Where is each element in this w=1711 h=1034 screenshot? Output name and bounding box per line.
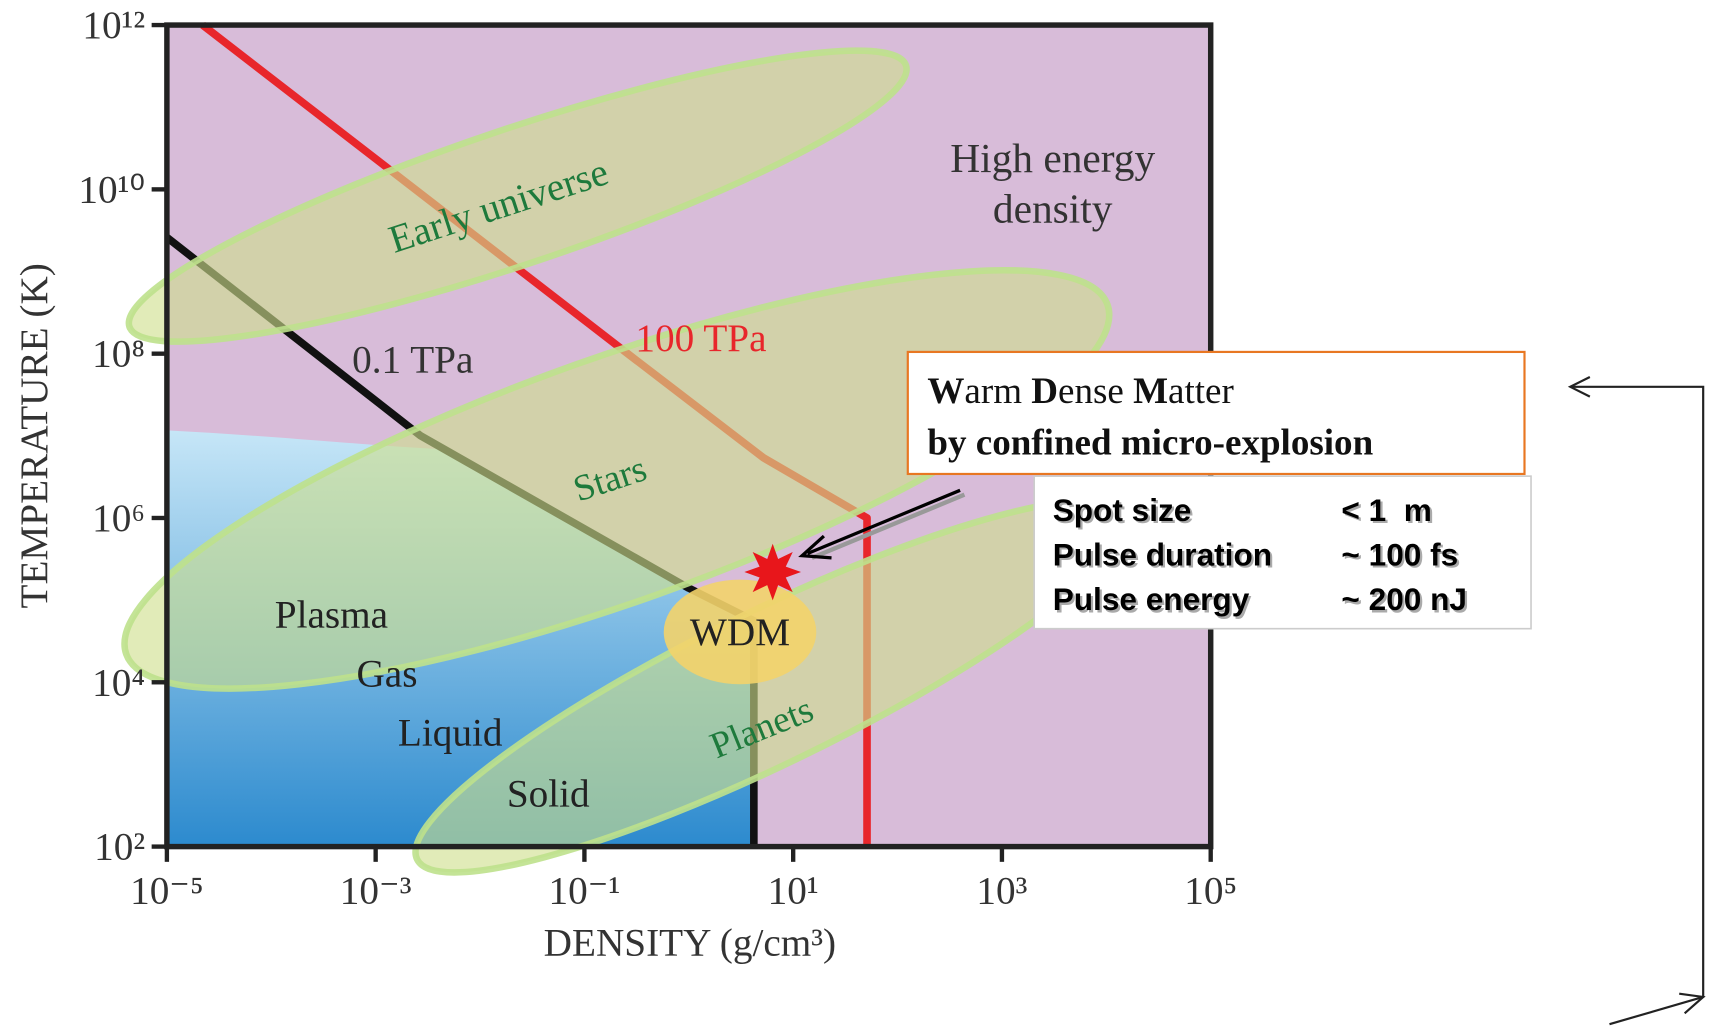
spec-cell: ~ 100 fs [1341,536,1458,572]
region-label: Plasma [275,594,388,637]
corner-label: density [993,185,1113,231]
spec-cell: Pulse energy [1053,581,1250,617]
y-tick-label: 10⁴ [92,661,145,704]
spec-cell: Spot size [1053,492,1192,528]
x-tick-label: 10⁵ [1184,869,1237,912]
region-label: Liquid [398,711,503,754]
y-tick-label: 10¹⁰ [78,168,145,211]
callout-line: Warm Dense Matter [927,371,1233,412]
callout-segment: arm [964,371,1031,412]
spec-cell: < 1 m [1341,492,1431,528]
region-label: Solid [507,772,590,815]
series-label: 0.1 TPa [352,339,473,382]
chart: 10⁻⁵ 10⁻³ 10⁻¹ 10¹ 10³ 10⁵ 10² 10⁴ 10⁶ 10⁸ 10¹⁰ 10¹… [0,0,1711,1034]
callout-line: by confined micro-explosion [927,422,1373,463]
region-label: Gas [356,652,417,695]
callout-segment: W [927,371,964,412]
spec-cell: Pulse duration [1053,536,1272,572]
side-arrow [1570,377,1703,1024]
callout-segment: atter [1168,371,1234,412]
x-tick-label: 10⁻⁵ [130,869,204,912]
callout-segment: by confined micro-explosion [927,422,1373,463]
callout-segment: M [1133,371,1168,412]
spec-cell: ~ 200 nJ [1341,581,1467,617]
y-axis-label: TEMPERATURE (K) [13,263,56,608]
x-tick-label: 10⁻³ [340,869,412,912]
corner-label: High energy [950,135,1155,181]
y-tick-label: 10² [94,826,145,869]
side-arrow-path [1570,387,1703,1024]
x-tick-label: 10⁻¹ [549,869,621,912]
series-label: 100 TPa [635,317,766,360]
callout-segment: ense [1058,371,1133,412]
wdm-marker [744,544,801,601]
y-tick-label: 10⁸ [92,333,145,376]
y-tick-label: 10¹² [82,4,145,47]
x-tick-label: 10³ [976,869,1027,912]
y-tick-label: 10⁶ [92,497,145,540]
callout-segment: D [1031,371,1058,412]
x-tick-label: 10¹ [768,869,819,912]
x-axis-label: DENSITY (g/cm³) [544,922,836,965]
region-label: WDM [690,611,790,654]
